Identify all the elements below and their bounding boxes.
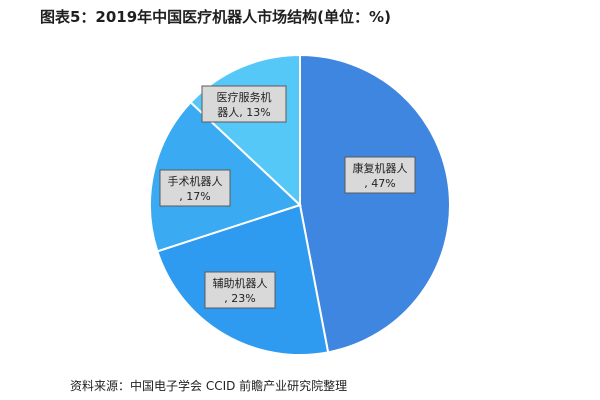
slice-label-value: 器人, 13% — [217, 106, 270, 119]
slice-label-value: , 23% — [224, 292, 255, 305]
chart-title: 图表5：2019年中国医疗机器人市场结构(单位：%) — [40, 8, 391, 26]
label-box — [344, 156, 416, 194]
label-box — [204, 271, 276, 309]
slice-label-name: 手术机器人 — [168, 174, 223, 188]
label-box — [201, 85, 287, 123]
slice-label: 手术机器人 , 17% — [159, 169, 231, 207]
slice-label: 康复机器人 , 47% — [344, 156, 416, 194]
label-box — [159, 169, 231, 207]
pie-slice — [299, 53, 451, 354]
slice-label: 辅助机器人 , 23% — [204, 271, 276, 309]
slice-label-name: 康复机器人 — [353, 161, 408, 175]
slice-label-name: 辅助机器人 — [213, 276, 268, 290]
slice-label-value: , 17% — [179, 190, 210, 203]
source-note: 资料来源：中国电子学会 CCID 前瞻产业研究院整理 — [70, 379, 348, 393]
slice-label-value: , 47% — [364, 177, 395, 190]
slice-label-name: 医疗服务机 — [217, 90, 272, 104]
